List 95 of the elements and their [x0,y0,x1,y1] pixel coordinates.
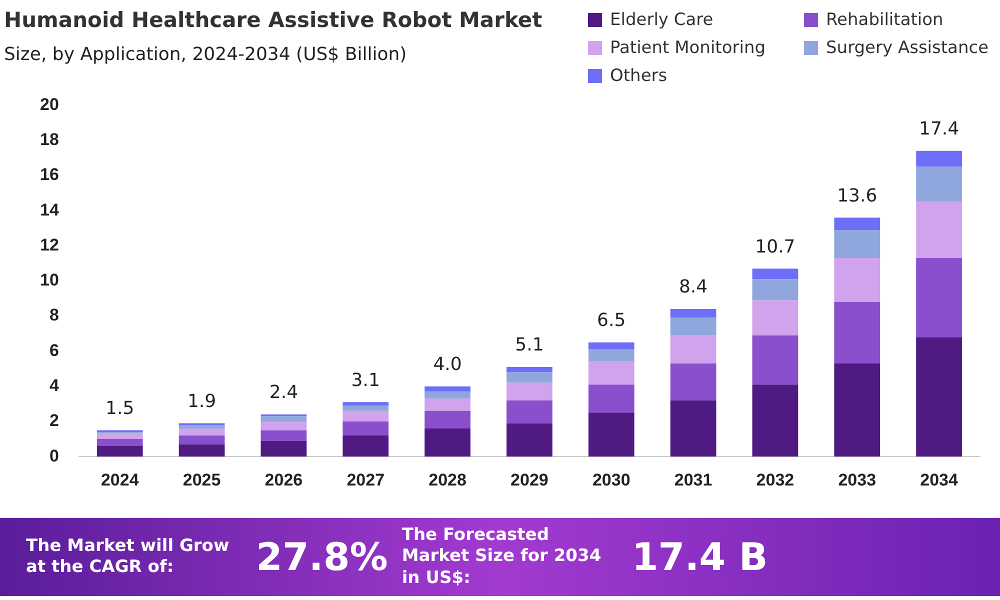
bar [588,349,634,362]
text: The Market will Grow at the CAGR of: [26,536,230,578]
bar [506,400,552,424]
bar [752,268,798,280]
bar [178,428,225,436]
x-tick-label: 2030 [592,470,630,490]
total-label: 13.6 [837,185,878,206]
bar [670,363,716,400]
x-tick-label: 2032 [756,470,794,490]
bar [588,384,634,413]
y-tick-label: 6 [49,340,59,360]
bar [752,384,798,457]
x-tick-label: 2033 [838,470,876,490]
x-tick-label: 2024 [100,470,140,490]
x-tick-label: 2034 [920,470,958,490]
total-label: 4.0 [433,354,462,375]
bar [96,439,143,446]
total-label: 10.7 [755,236,796,258]
bar [670,309,716,318]
x-tick-label: 2031 [674,470,712,490]
text: 17.4 B [632,535,768,579]
y-tick-label: 8 [49,306,59,325]
bar [588,342,634,350]
bar [916,166,962,202]
bar [506,366,552,372]
bar [834,230,880,258]
bar [834,302,880,364]
bar [342,436,389,457]
bar [752,279,798,300]
total-label: 5.1 [515,334,544,356]
legend-label: Patient Monitoring [610,38,766,58]
bar [916,258,962,338]
bar [506,382,552,400]
bar [588,412,634,457]
bar [260,421,307,430]
bar [178,444,225,457]
total-label: 3.1 [351,370,380,391]
total-label: 8.4 [678,276,708,298]
chart-title: Humanoid Healthcare Assistive Robot Market [4,8,542,32]
legend-label: Surgery Assistance [826,38,989,58]
y-tick-label: 20 [40,94,59,114]
legend-label: Others [610,66,668,86]
bar [342,421,389,436]
bar [670,400,716,457]
bar [424,386,470,392]
total-label: 17.4 [919,118,960,140]
bar [96,446,143,457]
x-tick-label: 2029 [510,470,548,490]
bar [424,410,470,428]
bar [916,150,962,167]
bar [178,436,225,444]
x-tick-label: 2026 [264,470,303,490]
y-tick-label: 16 [40,165,59,184]
y-tick-label: 10 [40,270,59,290]
bar [506,423,552,457]
total-label: 1.9 [187,390,216,412]
bar [178,424,225,428]
bar [752,300,798,336]
bar [670,318,716,336]
bar [424,398,470,411]
bar [424,392,470,399]
y-tick-label: 2 [49,411,59,430]
y-tick-label: 0 [49,446,59,466]
bar [916,337,962,457]
bar [342,406,389,411]
bar [424,428,470,457]
total-label: 2.4 [269,382,298,404]
bar [834,218,880,230]
legend-label: Rehabilitation [826,10,944,30]
bar [260,440,307,457]
bar [670,335,716,364]
x-tick-label: 2028 [428,470,466,490]
bar [506,372,552,383]
y-tick-label: 18 [40,130,59,150]
bar [752,335,798,385]
bar [916,202,962,258]
y-tick-label: 14 [40,200,60,220]
bar [588,362,634,385]
bar [834,258,880,302]
bar [260,430,307,441]
y-tick-label: 4 [49,376,60,396]
x-tick-label: 2025 [182,470,221,490]
bar [342,402,389,406]
x-tick-label: 2027 [346,470,385,490]
text: 27.8% [256,535,388,579]
total-label: 1.5 [106,398,134,419]
bar [342,410,389,422]
y-tick-label: 12 [40,235,59,254]
bar [834,363,880,457]
total-label: 6.5 [597,310,626,332]
legend-label: Elderly Care [610,10,714,30]
bar [96,434,143,440]
chart-subtitle: Size, by Application, 2024-2034 (US$ Billion) [4,44,407,65]
bar [260,416,307,422]
text: The Forecasted Market Size for 2034 in US$: [402,525,602,589]
